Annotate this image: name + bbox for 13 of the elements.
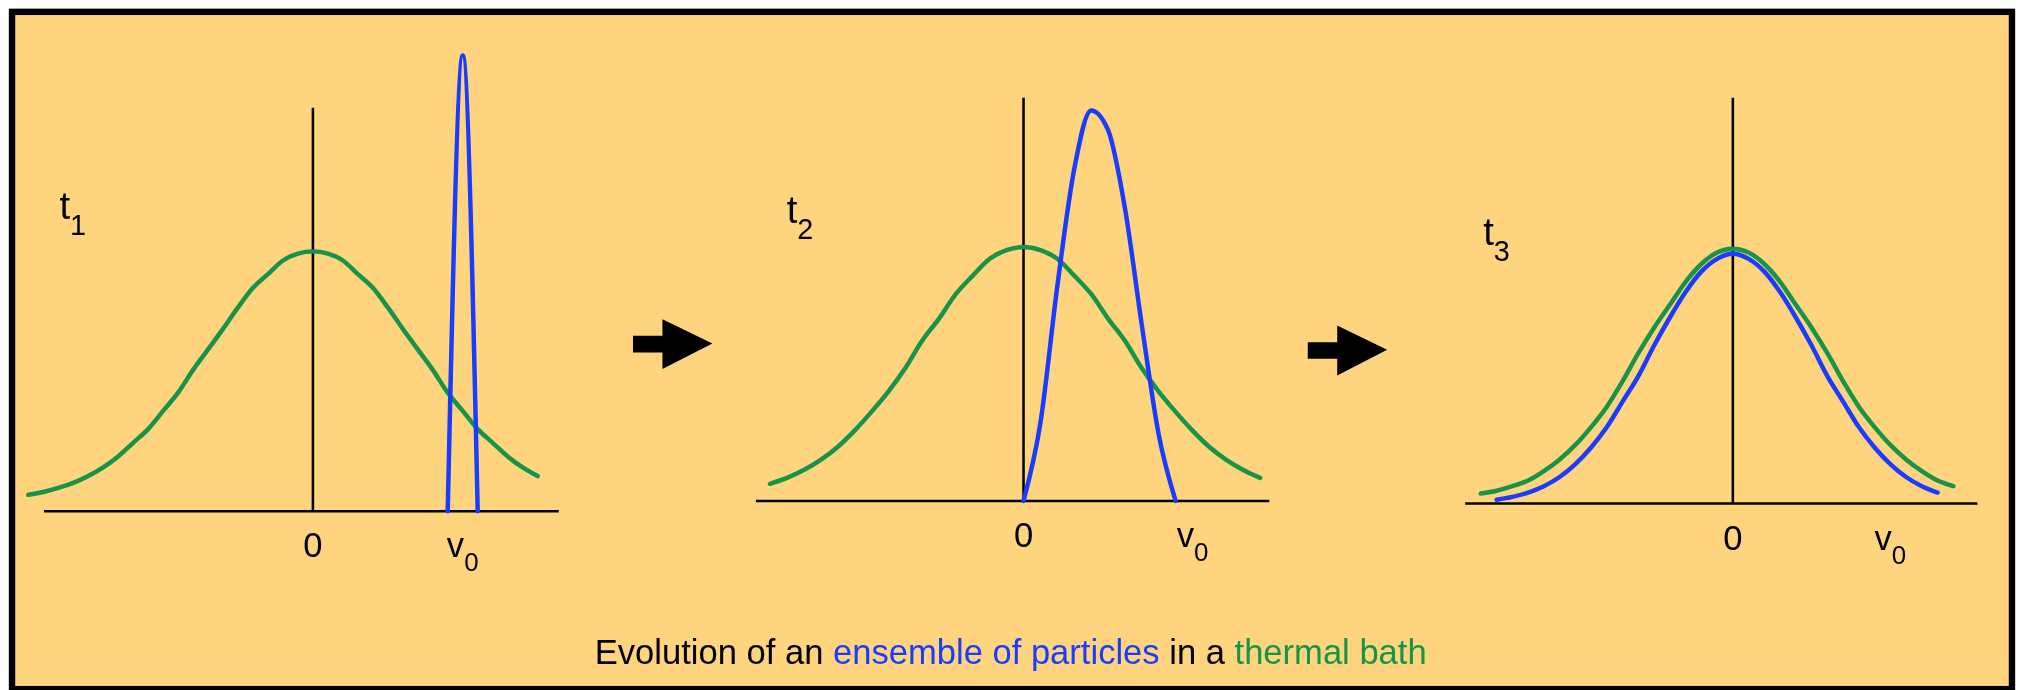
text: thermal bath [1224,632,1427,671]
text: t$_{1}$ [59,184,87,242]
x-tick-label: 0 [1013,516,1034,555]
text: in a [1159,632,1226,671]
text: t$_{2}$ [786,188,814,246]
chart-title: t$_{3}$ [1483,209,1510,267]
x-tick-label: 0 [303,526,323,565]
x-tick-label: v$_{0}$ [1176,516,1209,567]
x-tick-label: v$_{0}$ [446,526,479,577]
text: ensemble of particles [823,632,1160,671]
text: Evolution of an [594,632,824,671]
x-tick-label: v$_{0}$ [1874,518,1907,569]
x-tick-label: 0 [1723,518,1743,557]
